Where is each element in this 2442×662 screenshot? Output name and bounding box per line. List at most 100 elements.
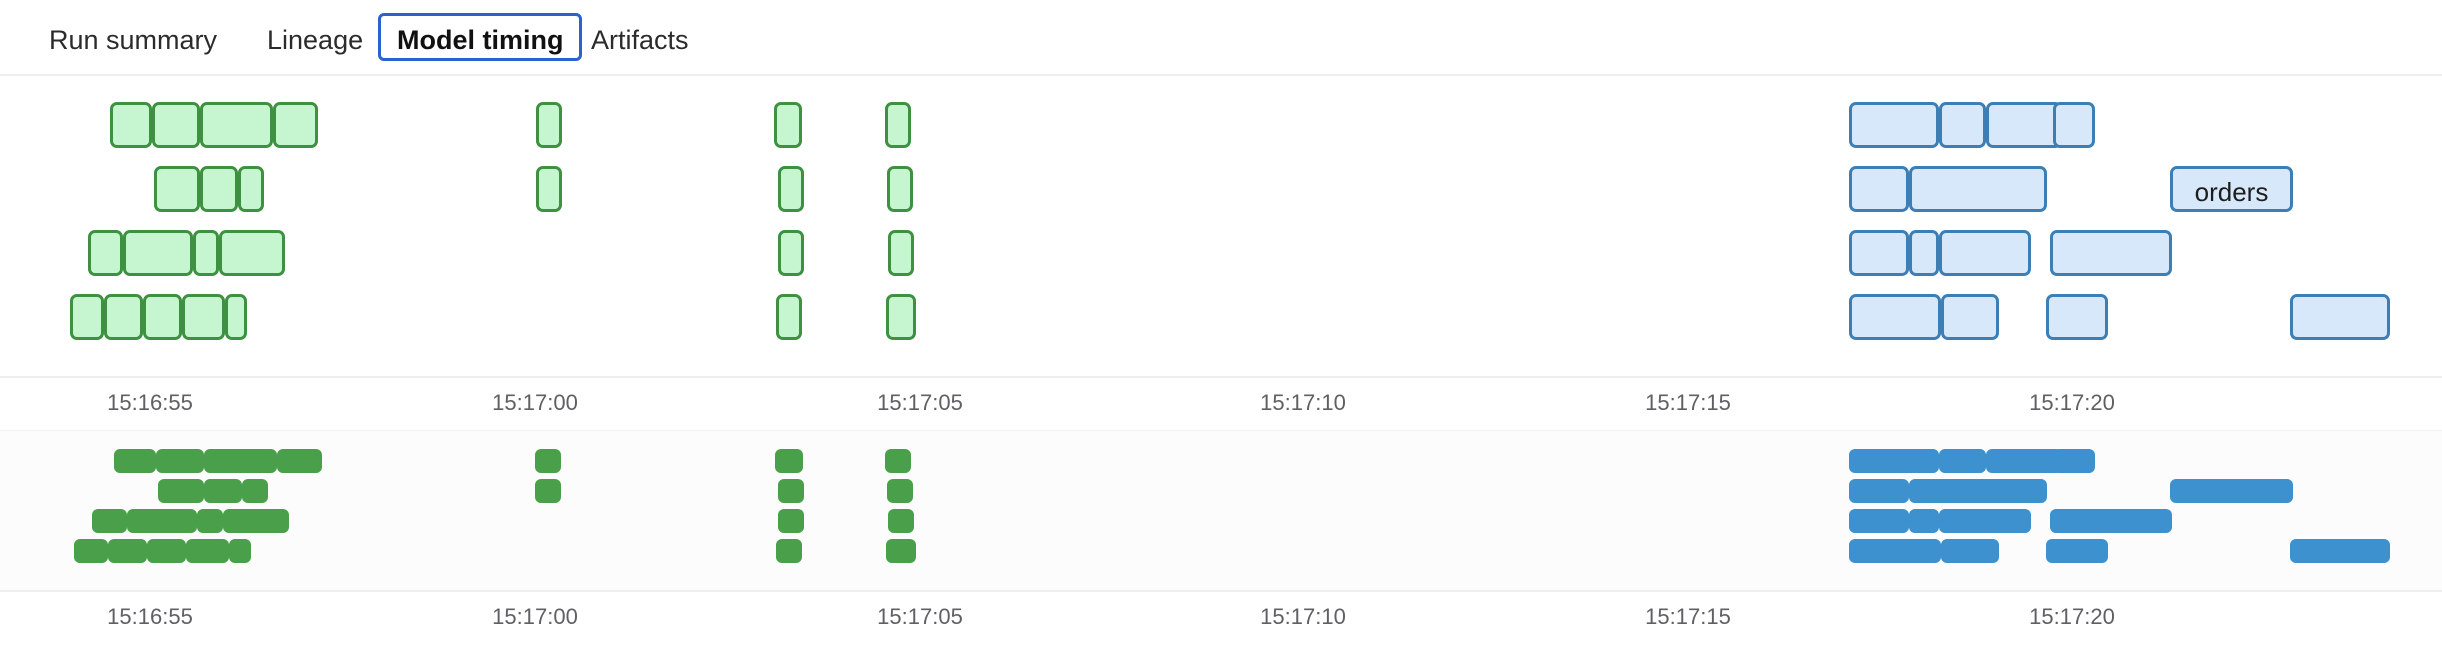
timing-bar[interactable] [1941,294,1999,340]
timing-bar[interactable] [204,449,277,473]
timing-bar[interactable] [1849,539,1941,563]
timing-bar[interactable] [1849,449,1939,473]
timing-bar[interactable] [778,479,804,503]
timing-bar[interactable] [535,449,561,473]
timing-bar[interactable] [225,294,247,340]
timing-bar[interactable] [200,102,273,148]
tab-lineage[interactable]: Lineage [267,25,364,55]
timing-bar[interactable] [2046,294,2108,340]
timing-bar[interactable] [70,294,104,340]
timing-bar[interactable] [887,166,913,212]
timing-bar[interactable] [156,449,204,473]
timing-bar[interactable] [193,230,219,276]
plot-area-outlined: orders [0,76,2442,376]
timing-bar[interactable] [204,479,242,503]
timing-bar[interactable] [885,449,911,473]
timing-bar[interactable] [535,479,561,503]
timing-bar[interactable] [776,539,802,563]
timing-bar[interactable] [1849,102,1939,148]
timing-bar[interactable] [147,539,186,563]
timing-bar[interactable] [229,539,251,563]
plot-area-solid [0,430,2442,591]
timing-bar[interactable] [127,509,197,533]
timing-bar[interactable] [887,479,913,503]
timing-bar[interactable] [778,509,804,533]
timing-bar[interactable] [1941,539,1999,563]
timing-bar[interactable] [2050,509,2172,533]
timing-bar[interactable] [1849,230,1909,276]
timing-bar[interactable] [536,166,562,212]
timing-bar[interactable] [1909,479,2047,503]
timing-bar[interactable] [885,102,911,148]
timing-bar[interactable] [1909,509,1939,533]
timing-bar[interactable] [1939,509,2031,533]
timing-bar[interactable] [1849,166,1909,212]
timing-bar[interactable] [238,166,264,212]
timing-bar[interactable] [114,449,156,473]
timing-bar[interactable] [1939,102,1986,148]
timing-bar[interactable]: orders [2170,166,2293,212]
timing-bar[interactable] [277,449,322,473]
timing-bar[interactable] [1986,449,2062,473]
timing-bar[interactable] [242,479,268,503]
timing-bar[interactable] [2290,294,2390,340]
timing-bar[interactable] [2170,479,2293,503]
timing-bar[interactable] [1939,449,1986,473]
timing-bar[interactable] [1849,509,1909,533]
model-timing-chart-solid [0,430,2442,591]
timing-bar[interactable] [143,294,182,340]
axis-tick-label: 15:17:00 [492,390,578,415]
timing-bar[interactable] [1986,102,2062,148]
axis-tick-label: 15:17:10 [1260,604,1346,629]
axis-tick-label: 15:17:20 [2029,390,2115,415]
timing-bar[interactable] [182,294,225,340]
timing-bar[interactable] [110,102,152,148]
timing-bar[interactable] [775,449,803,473]
tab-run-summary[interactable]: Run summary [49,25,218,55]
timing-bar[interactable] [154,166,200,212]
timing-bar[interactable] [88,230,123,276]
timing-bar[interactable] [1909,230,1939,276]
timing-bar[interactable] [536,102,562,148]
timing-bar[interactable] [123,230,193,276]
timing-bar[interactable] [2053,449,2095,473]
timing-bar[interactable] [158,479,204,503]
timing-bar[interactable] [886,294,916,340]
model-timing-chart-outlined: orders [0,76,2442,376]
timing-bar[interactable] [108,539,147,563]
tab-model-timing[interactable]: Model timing [378,13,583,61]
axis-tick-label: 15:17:05 [877,604,963,629]
timing-bar[interactable] [778,166,804,212]
tab-artifacts[interactable]: Artifacts [591,25,689,55]
timing-bar[interactable] [186,539,229,563]
timing-bar[interactable] [197,509,223,533]
timing-bar[interactable] [1849,479,1909,503]
timing-bar[interactable] [104,294,143,340]
timing-bar[interactable] [92,509,127,533]
axis-tick-label: 15:16:55 [107,390,193,415]
time-axis-bottom: 15:16:55 15:17:00 15:17:05 15:17:10 15:17:15… [0,590,2442,636]
timing-bar[interactable] [223,509,289,533]
timing-bar[interactable] [200,166,238,212]
timing-bar[interactable] [152,102,200,148]
timing-bar[interactable] [774,102,802,148]
timing-bar[interactable] [2053,102,2095,148]
timing-bar[interactable] [2046,539,2108,563]
axis-tick-label: 15:17:05 [877,390,963,415]
timing-bar[interactable] [74,539,108,563]
timing-bar[interactable] [778,230,804,276]
timing-bar[interactable] [888,230,914,276]
timing-bar[interactable] [2050,230,2172,276]
axis-tick-label: 15:17:20 [2029,604,2115,629]
timing-bar[interactable] [888,509,914,533]
timing-bar[interactable] [776,294,802,340]
timing-bar[interactable] [1849,294,1941,340]
tab-bar: Run summary Lineage Model timing Artifacts [0,0,2442,76]
timing-bar[interactable] [1909,166,2047,212]
timing-bar[interactable] [2290,539,2390,563]
timing-bar[interactable] [1939,230,2031,276]
timing-bar[interactable] [886,539,916,563]
axis-tick-label: 15:17:00 [492,604,578,629]
timing-bar[interactable] [273,102,318,148]
timing-bar[interactable] [219,230,285,276]
